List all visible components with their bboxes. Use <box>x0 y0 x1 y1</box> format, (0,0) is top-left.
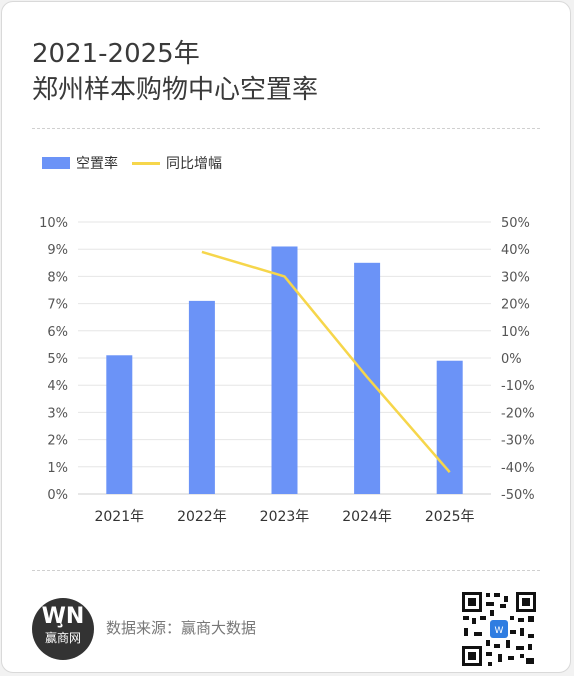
y-left-tick-label: 7% <box>47 298 68 313</box>
chart-legend: 空置率 同比增幅 <box>42 152 222 174</box>
x-tick-label: 2022年 <box>177 509 227 525</box>
y-right-tick-label: 0% <box>501 352 522 367</box>
brand-logo: W̧N 赢商网 <box>32 598 94 660</box>
y-left-tick-label: 4% <box>47 379 68 394</box>
legend-bar-label: 空置率 <box>76 156 118 172</box>
y-right-tick-label: -10% <box>501 379 535 394</box>
y-right-tick-label: 10% <box>501 325 530 340</box>
y-left-tick-label: 6% <box>47 325 68 340</box>
bar <box>188 300 215 494</box>
y-left-tick-label: 9% <box>47 243 68 258</box>
line-series <box>201 250 451 474</box>
svg-text:W: W <box>495 626 504 636</box>
x-tick-label: 2023年 <box>260 509 310 525</box>
x-tick-label: 2024年 <box>342 509 392 525</box>
y-left-tick-label: 8% <box>47 270 68 285</box>
y-right-tick-label: 50% <box>501 216 530 231</box>
bar <box>106 355 133 494</box>
y-left-tick-label: 0% <box>47 488 68 503</box>
logo-text: 赢商网 <box>44 631 81 645</box>
logo-mark-icon: W̧N <box>41 604 85 629</box>
legend-line-swatch <box>132 161 160 165</box>
y-right-tick-label: -30% <box>501 434 535 449</box>
y-right-tick-label: -50% <box>501 488 535 503</box>
y-left-tick-label: 3% <box>47 406 68 421</box>
y-right-tick-label: 30% <box>501 270 530 285</box>
x-tick-label: 2021年 <box>94 509 144 525</box>
x-tick-label: 2025年 <box>425 509 475 525</box>
title-line-2: 郑州样本购物中心空置率 <box>32 75 319 105</box>
y-right-tick-label: -20% <box>501 406 535 421</box>
data-source: 数据来源：赢商大数据 <box>106 619 257 637</box>
bar <box>271 246 298 494</box>
legend-bar-swatch <box>42 157 70 169</box>
divider-bottom <box>32 570 540 571</box>
y-left-tick-label: 5% <box>47 352 68 367</box>
y-right-tick-label: 20% <box>501 298 530 313</box>
divider-top <box>32 128 540 129</box>
bar <box>436 360 463 494</box>
y-right-tick-label: 40% <box>501 243 530 258</box>
chart-title: 2021-2025年 郑州样本购物中心空置率 <box>32 36 318 108</box>
qr-code-icon[interactable]: W <box>460 590 538 668</box>
combo-chart: 0% 1% 2% 3% 4% 5% 6% 7% 8% 9% 10% -50% -40% -30% -20% -… <box>39 216 535 525</box>
title-line-1: 2021-2025年 <box>32 39 200 69</box>
y-right-tick-label: -40% <box>501 461 535 476</box>
legend-line-label: 同比增幅 <box>166 156 222 172</box>
y-left-tick-label: 10% <box>39 216 68 231</box>
y-left-tick-label: 1% <box>47 461 68 476</box>
y-left-tick-label: 2% <box>47 434 68 449</box>
